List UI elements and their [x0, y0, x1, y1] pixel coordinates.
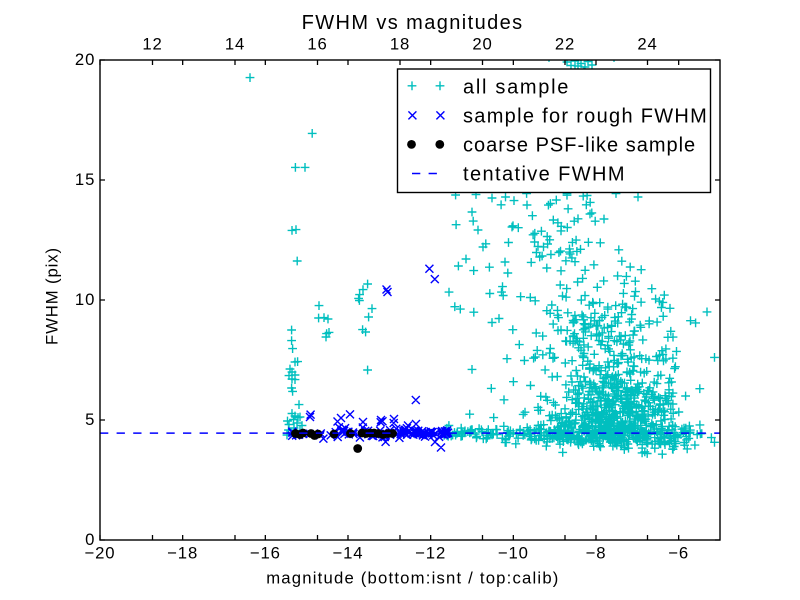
svg-text:0: 0: [85, 530, 95, 549]
svg-text:−10: −10: [498, 544, 529, 563]
svg-text:12: 12: [142, 35, 162, 54]
svg-text:magnitude (bottom:isnt / top:c: magnitude (bottom:isnt / top:calib): [266, 568, 559, 587]
svg-text:15: 15: [75, 170, 95, 189]
svg-text:5: 5: [85, 410, 95, 429]
svg-text:14: 14: [225, 35, 245, 54]
svg-text:−18: −18: [167, 544, 198, 563]
svg-text:coarse PSF-like sample: coarse PSF-like sample: [463, 135, 696, 157]
svg-text:−16: −16: [250, 544, 281, 563]
svg-text:sample for rough FWHM: sample for rough FWHM: [463, 105, 708, 127]
svg-text:−6: −6: [668, 544, 689, 563]
svg-text:20: 20: [75, 50, 95, 69]
svg-text:−14: −14: [332, 544, 363, 563]
svg-text:20: 20: [472, 35, 492, 54]
svg-text:16: 16: [307, 35, 327, 54]
svg-text:FWHM (pix): FWHM (pix): [43, 247, 62, 345]
svg-text:FWHM vs magnitudes: FWHM vs magnitudes: [302, 12, 524, 34]
svg-text:24: 24: [637, 35, 657, 54]
svg-text:−12: −12: [415, 544, 446, 563]
svg-text:tentative FWHM: tentative FWHM: [463, 164, 626, 186]
svg-text:22: 22: [555, 35, 575, 54]
svg-text:10: 10: [75, 290, 95, 309]
svg-text:−8: −8: [586, 544, 607, 563]
svg-text:18: 18: [390, 35, 410, 54]
svg-text:all sample: all sample: [463, 76, 570, 98]
svg-text:−20: −20: [84, 544, 115, 563]
